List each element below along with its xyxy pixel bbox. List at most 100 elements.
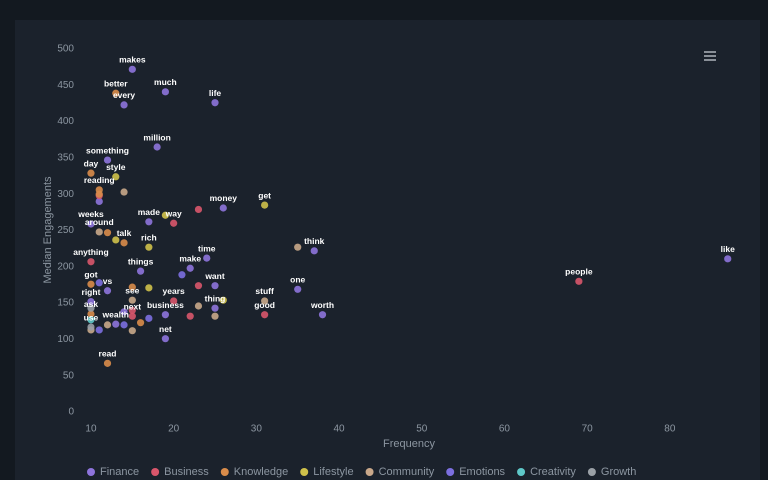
point-label: stuff [255, 286, 274, 296]
legend-swatch [87, 468, 95, 476]
y-tick-label: 350 [57, 153, 74, 164]
legend-item[interactable]: Community [365, 466, 435, 478]
legend-item[interactable]: Business [151, 466, 209, 478]
y-tick-label: 450 [57, 80, 74, 91]
point-label: see [125, 285, 139, 295]
point-label: net [159, 324, 172, 334]
data-point [318, 311, 327, 319]
data-point [87, 304, 95, 312]
legend-label: Emotions [459, 466, 505, 478]
point-label: ask [84, 299, 98, 309]
point-label: get [258, 190, 271, 200]
data-point [87, 169, 95, 177]
x-axis-title: Frequency [383, 438, 435, 450]
data-point [178, 271, 186, 279]
y-tick-label: 250 [57, 225, 74, 236]
point-label: style [106, 162, 126, 172]
point-label: every [113, 90, 135, 100]
data-point [87, 220, 95, 228]
point-label: things [128, 256, 154, 266]
data-point [128, 327, 136, 335]
legend-item[interactable]: Creativity [517, 466, 576, 478]
point-label: anything [73, 247, 108, 257]
legend-label: Growth [601, 466, 636, 478]
legend-item[interactable]: Growth [587, 466, 636, 478]
data-point [128, 296, 136, 304]
data-point [161, 211, 169, 219]
point-label: million [143, 132, 170, 142]
x-tick-label: 60 [499, 424, 511, 435]
point-label: rich [141, 232, 157, 242]
point-label: life [209, 88, 222, 98]
data-point [170, 219, 178, 227]
data-point [161, 311, 169, 319]
point-label: next [124, 301, 142, 311]
data-point [128, 312, 136, 320]
data-point [211, 282, 219, 290]
data-point [294, 285, 302, 293]
y-tick-label: 200 [57, 261, 74, 272]
data-point [261, 311, 269, 319]
legend-item[interactable]: Lifestyle [300, 466, 354, 478]
point-label: got [84, 269, 97, 279]
data-point [211, 99, 219, 107]
data-point [87, 310, 95, 318]
data-point [103, 321, 112, 329]
data-point [136, 319, 145, 327]
legend-item[interactable]: Emotions [446, 466, 506, 478]
legend-label: Knowledge [234, 466, 288, 478]
data-point [186, 312, 194, 320]
legend-label: Creativity [530, 466, 576, 478]
point-label: think [304, 236, 325, 246]
data-point [724, 255, 732, 263]
data-point [95, 279, 103, 287]
point-label: around [85, 217, 114, 227]
x-tick-label: 40 [333, 424, 345, 435]
panel [15, 20, 760, 480]
legend-label: Finance [100, 466, 139, 478]
point-label: way [165, 208, 182, 218]
point-label: people [565, 267, 593, 277]
x-tick-label: 30 [251, 424, 263, 435]
data-point [120, 308, 128, 316]
data-point [95, 326, 103, 334]
data-point [294, 243, 302, 251]
data-point [112, 320, 120, 328]
data-point [194, 282, 203, 290]
legend-item[interactable]: Finance [87, 466, 139, 478]
y-tick-label: 400 [57, 116, 74, 127]
data-point [161, 88, 169, 96]
data-point [103, 287, 112, 295]
data-point [145, 243, 153, 251]
legend-item[interactable]: Knowledge [220, 466, 288, 478]
point-label: worth [310, 300, 334, 310]
point-label: want [204, 271, 225, 281]
data-point [120, 321, 128, 329]
menu-icon[interactable] [704, 51, 716, 61]
legend-swatch [446, 468, 455, 476]
data-point [261, 297, 269, 305]
data-point [194, 302, 203, 310]
point-label: years [163, 286, 185, 296]
data-point [219, 204, 227, 212]
data-point [120, 188, 128, 196]
y-tick-label: 50 [63, 370, 75, 381]
data-point [128, 283, 136, 291]
data-point [95, 197, 103, 206]
data-point [120, 101, 128, 109]
y-tick-label: 500 [57, 44, 74, 55]
data-point [128, 306, 136, 314]
data-point [120, 239, 128, 247]
data-point [211, 312, 219, 320]
point-label: time [198, 243, 216, 253]
point-label: good [254, 300, 275, 310]
point-label: reading [84, 175, 115, 185]
data-point [153, 143, 161, 151]
x-tick-label: 80 [664, 424, 676, 435]
legend-swatch [587, 468, 596, 476]
data-point [161, 335, 169, 343]
legend-label: Business [164, 466, 209, 478]
point-label: something [86, 145, 129, 155]
data-point [95, 228, 103, 236]
